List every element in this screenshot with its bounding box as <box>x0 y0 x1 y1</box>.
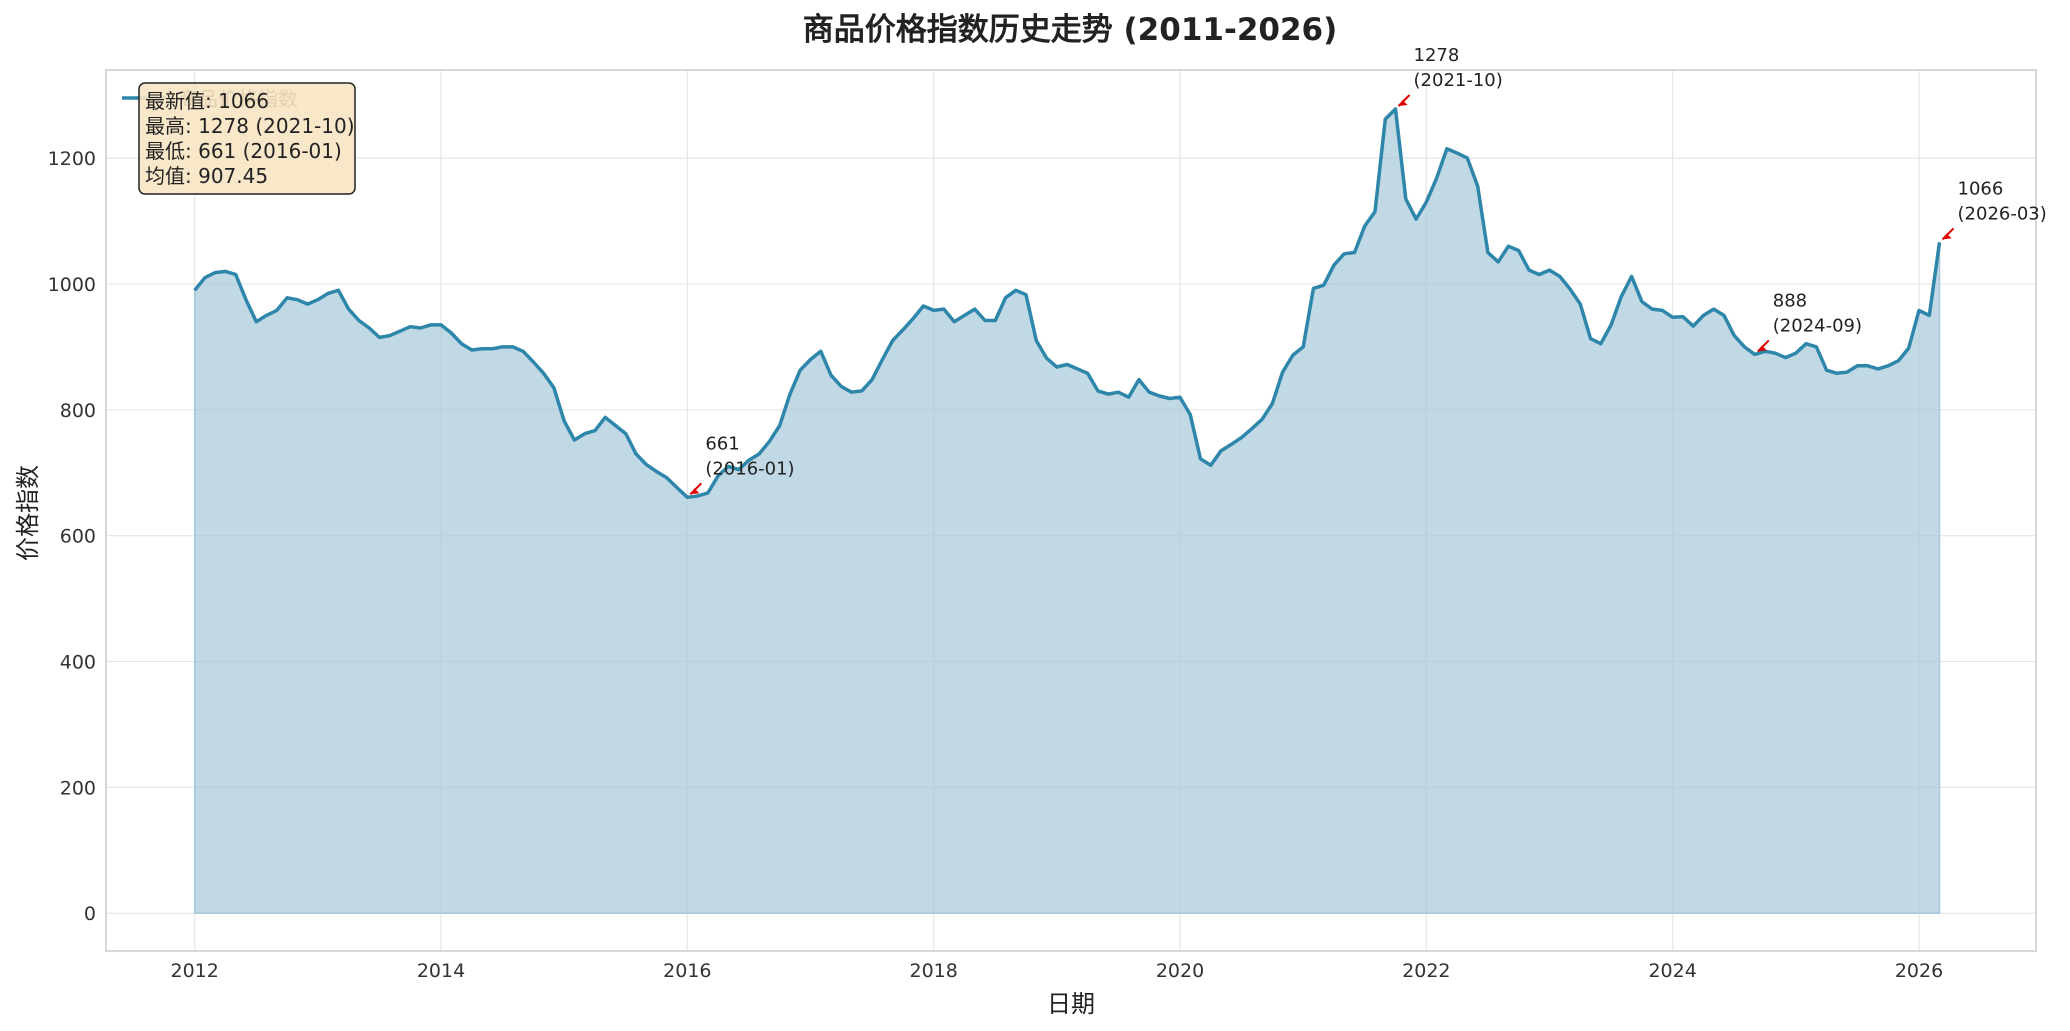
stats-line: 均值: 907.45 <box>145 164 268 188</box>
y-tick-label: 600 <box>60 526 96 548</box>
stats-line: 最低: 661 (2016-01) <box>145 139 342 163</box>
annotation: 1278 (2021-10) <box>1397 45 1503 107</box>
y-tick-label: 0 <box>84 903 96 925</box>
y-tick-label: 400 <box>60 652 96 674</box>
plot-frame <box>105 69 2037 952</box>
y-tick-label: 1200 <box>48 148 96 170</box>
annotation-arrowhead <box>1398 100 1408 107</box>
y-tick-label: 800 <box>60 400 96 422</box>
stats-box-background <box>138 82 356 195</box>
annotation-arrowhead <box>1942 233 1952 240</box>
x-tick-label: 2022 <box>1402 960 1450 982</box>
y-axis-title: 价格指数 <box>14 465 42 561</box>
annotation-date: (2024-09) <box>1773 315 1862 336</box>
axes: 0 200 400 600 800 1000 1200 2012 2014 2016 2018 202… <box>48 69 2037 982</box>
annotation-value: 888 <box>1773 290 1807 311</box>
x-tick-label: 2012 <box>170 960 218 982</box>
series-area-fill <box>193 107 1941 914</box>
chart-title: 商品价格指数历史走势 (2011-2026) <box>803 12 1338 48</box>
area-layer <box>193 107 1942 914</box>
annotation-value: 1066 <box>1958 178 2004 199</box>
x-tick-label: 2018 <box>909 960 957 982</box>
annotation: 1066 (2026-03) <box>1941 178 2047 241</box>
annotation-date: (2026-03) <box>1958 203 2047 224</box>
x-tick-label: 2024 <box>1648 960 1696 982</box>
stats-line: 最高: 1278 (2021-10) <box>145 114 355 138</box>
annotation: 888 (2024-09) <box>1757 290 1862 353</box>
y-tick-label: 1000 <box>48 274 96 296</box>
annotation-date: (2016-01) <box>705 458 794 479</box>
y-tick-label: 200 <box>60 777 96 799</box>
annotation-date: (2021-10) <box>1414 70 1503 91</box>
annotations: 661 (2016-01) 1278 (2021-10) 888 (2024-09) 106… <box>689 45 2047 495</box>
annotation-arrowhead <box>690 488 700 495</box>
annotation-value: 661 <box>705 433 739 454</box>
x-tick-label: 2020 <box>1156 960 1204 982</box>
annotation-value: 1278 <box>1414 45 1460 66</box>
x-tick-label: 2026 <box>1895 960 1943 982</box>
annotation-arrowhead <box>1757 345 1767 352</box>
x-axis-title: 日期 <box>1047 990 1095 1018</box>
series-line <box>193 107 1942 500</box>
stats-line: 最新值: 1066 <box>145 89 269 113</box>
annotation: 661 (2016-01) <box>689 433 795 495</box>
x-tick-label: 2014 <box>417 960 465 982</box>
x-tick-label: 2016 <box>663 960 711 982</box>
